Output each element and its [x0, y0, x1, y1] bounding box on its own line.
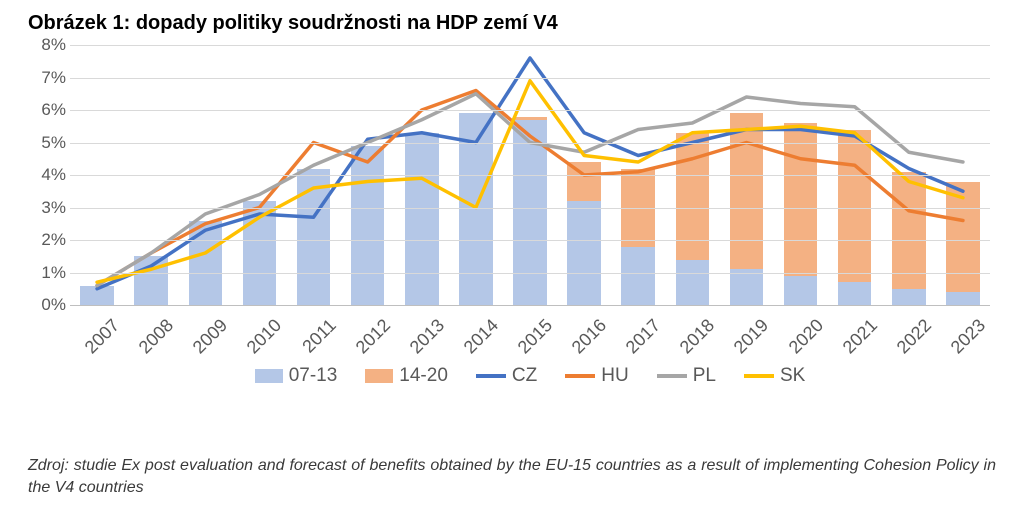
legend-swatch	[365, 369, 393, 383]
y-tick-label: 6%	[28, 100, 66, 120]
legend-item: PL	[657, 365, 716, 387]
x-tick-label: 2021	[838, 315, 881, 358]
x-tick-label: 2022	[893, 315, 936, 358]
figure-title: Obrázek 1: dopady politiky soudržnosti n…	[28, 12, 996, 35]
legend-item: 14-20	[365, 365, 448, 387]
chart: 0%1%2%3%4%5%6%7%8% 200720082009201020112…	[28, 45, 996, 385]
line-HU	[97, 91, 963, 286]
y-tick-label: 3%	[28, 198, 66, 218]
y-tick-label: 2%	[28, 230, 66, 250]
grid-line	[70, 78, 990, 79]
y-tick-label: 0%	[28, 295, 66, 315]
grid-line	[70, 45, 990, 46]
x-tick-label: 2010	[243, 315, 286, 358]
legend-label: SK	[780, 365, 805, 387]
source-note: Zdroj: studie Ex post evaluation and for…	[28, 455, 996, 498]
line-PL	[97, 94, 963, 286]
x-tick-label: 2011	[298, 315, 340, 357]
y-tick-label: 1%	[28, 263, 66, 283]
x-tick-label: 2014	[460, 315, 503, 358]
x-tick-label: 2023	[947, 315, 990, 358]
grid-line	[70, 110, 990, 111]
grid-line	[70, 208, 990, 209]
legend-item: 07-13	[255, 365, 338, 387]
grid-line	[70, 175, 990, 176]
legend-swatch	[744, 374, 774, 378]
legend-label: CZ	[512, 365, 537, 387]
x-tick-label: 2012	[351, 315, 394, 358]
legend-swatch	[657, 374, 687, 378]
line-CZ	[97, 58, 963, 289]
x-tick-label: 2013	[405, 315, 448, 358]
y-axis: 0%1%2%3%4%5%6%7%8%	[28, 45, 66, 305]
x-tick-label: 2020	[784, 315, 827, 358]
grid-line	[70, 240, 990, 241]
legend-swatch	[565, 374, 595, 378]
x-tick-label: 2018	[676, 315, 719, 358]
legend-swatch	[255, 369, 283, 383]
x-axis: 2007 2008 2009 2010 2011 2012 2013 2014 2015 2016…	[70, 309, 990, 357]
y-tick-label: 5%	[28, 133, 66, 153]
legend: 07-13 14-20 CZ HU PL SK	[70, 365, 990, 387]
legend-item: HU	[565, 365, 628, 387]
x-tick-label: 2016	[568, 315, 611, 358]
grid-line	[70, 143, 990, 144]
legend-label: 14-20	[399, 365, 448, 387]
figure-container: Obrázek 1: dopady politiky soudržnosti n…	[0, 0, 1024, 520]
legend-item: CZ	[476, 365, 537, 387]
legend-item: SK	[744, 365, 805, 387]
legend-label: PL	[693, 365, 716, 387]
y-tick-label: 8%	[28, 35, 66, 55]
legend-swatch	[476, 374, 506, 378]
grid-line	[70, 273, 990, 274]
plot-area	[70, 45, 990, 306]
legend-label: 07-13	[289, 365, 338, 387]
x-tick-label: 2007	[81, 315, 124, 358]
x-tick-label: 2019	[730, 315, 773, 358]
x-tick-label: 2017	[622, 315, 665, 358]
y-tick-label: 4%	[28, 165, 66, 185]
x-tick-label: 2015	[514, 315, 557, 358]
y-tick-label: 7%	[28, 68, 66, 88]
legend-label: HU	[601, 365, 628, 387]
x-tick-label: 2009	[189, 315, 232, 358]
x-tick-label: 2008	[135, 315, 178, 358]
